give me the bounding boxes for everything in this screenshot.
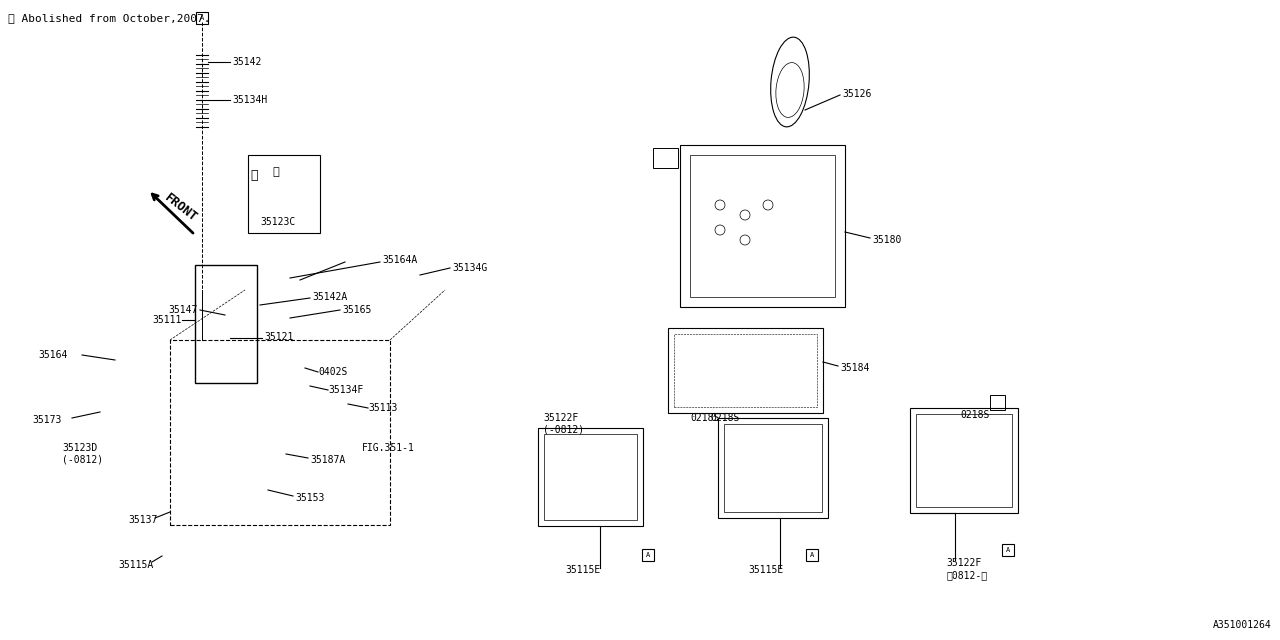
Text: 35165: 35165 xyxy=(342,305,371,315)
Text: FRONT: FRONT xyxy=(163,191,200,225)
Text: 35137: 35137 xyxy=(128,515,157,525)
Text: 35121: 35121 xyxy=(264,332,293,342)
Text: 35123C: 35123C xyxy=(260,217,296,227)
Text: A: A xyxy=(1006,547,1010,553)
Text: (-0812): (-0812) xyxy=(61,455,104,465)
Text: 35173: 35173 xyxy=(32,415,61,425)
Bar xyxy=(668,328,823,413)
Bar xyxy=(643,549,654,561)
Text: 35111: 35111 xyxy=(152,315,182,325)
Bar xyxy=(248,155,320,233)
Text: 35122F: 35122F xyxy=(946,558,982,568)
Bar xyxy=(653,148,678,168)
Text: 35134F: 35134F xyxy=(328,385,364,395)
Text: ※: ※ xyxy=(273,167,279,177)
Text: ※ Abolished from October,2007.: ※ Abolished from October,2007. xyxy=(8,13,210,23)
Bar xyxy=(544,434,637,520)
Text: 35122F: 35122F xyxy=(543,413,579,423)
Text: A351001264: A351001264 xyxy=(1213,620,1272,630)
Text: 35142: 35142 xyxy=(232,57,261,67)
Bar xyxy=(1002,544,1014,556)
Text: 0218S: 0218S xyxy=(960,410,989,420)
Text: 35134G: 35134G xyxy=(452,263,488,273)
Text: 0218S: 0218S xyxy=(710,413,740,423)
Text: A: A xyxy=(646,552,650,558)
Text: FIG.351-1: FIG.351-1 xyxy=(362,443,415,453)
Text: 35115A: 35115A xyxy=(118,560,154,570)
Text: 35184: 35184 xyxy=(840,363,869,373)
Text: 35164A: 35164A xyxy=(381,255,417,265)
Text: 35115E: 35115E xyxy=(564,565,600,575)
Text: 〈0812-〩: 〈0812-〩 xyxy=(946,570,987,580)
Text: 35147: 35147 xyxy=(169,305,198,315)
Text: A: A xyxy=(810,552,814,558)
Text: (-0812): (-0812) xyxy=(543,425,584,435)
Bar xyxy=(806,549,818,561)
Bar xyxy=(724,424,822,512)
Text: 35126: 35126 xyxy=(842,89,872,99)
Text: ※: ※ xyxy=(250,168,257,182)
Bar xyxy=(675,334,817,407)
Bar xyxy=(170,340,390,525)
Text: 35115E: 35115E xyxy=(748,565,783,575)
Bar xyxy=(196,12,209,24)
Bar xyxy=(690,155,835,297)
Bar xyxy=(195,265,257,383)
Text: 0402S: 0402S xyxy=(317,367,347,377)
Bar xyxy=(538,428,643,526)
Text: 35180: 35180 xyxy=(872,235,901,245)
Bar xyxy=(910,408,1018,513)
Bar xyxy=(680,145,845,307)
Bar xyxy=(718,418,828,518)
Text: A: A xyxy=(200,15,204,21)
Text: 35164: 35164 xyxy=(38,350,68,360)
Text: 35113: 35113 xyxy=(369,403,397,413)
Text: 35153: 35153 xyxy=(294,493,324,503)
Text: 35123D: 35123D xyxy=(61,443,97,453)
Text: 35142A: 35142A xyxy=(312,292,347,302)
Text: 35134H: 35134H xyxy=(232,95,268,105)
Bar xyxy=(916,414,1012,507)
Text: 35187A: 35187A xyxy=(310,455,346,465)
Text: 0218S: 0218S xyxy=(690,413,719,423)
Bar xyxy=(989,395,1005,410)
